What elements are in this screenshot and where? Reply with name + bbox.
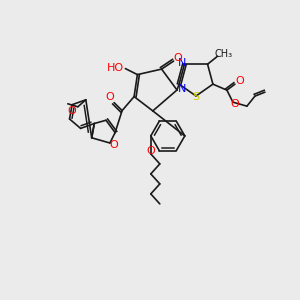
Text: N: N [178, 84, 186, 94]
Text: O: O [106, 92, 115, 102]
Text: S: S [192, 92, 200, 102]
Text: O: O [236, 76, 244, 86]
Text: O: O [173, 53, 182, 63]
Text: O: O [230, 99, 239, 109]
Text: O: O [110, 140, 118, 150]
Text: HO: HO [107, 63, 124, 73]
Text: O: O [146, 146, 155, 156]
Text: O: O [68, 106, 76, 116]
Text: N: N [178, 58, 187, 68]
Text: CH₃: CH₃ [214, 49, 232, 59]
